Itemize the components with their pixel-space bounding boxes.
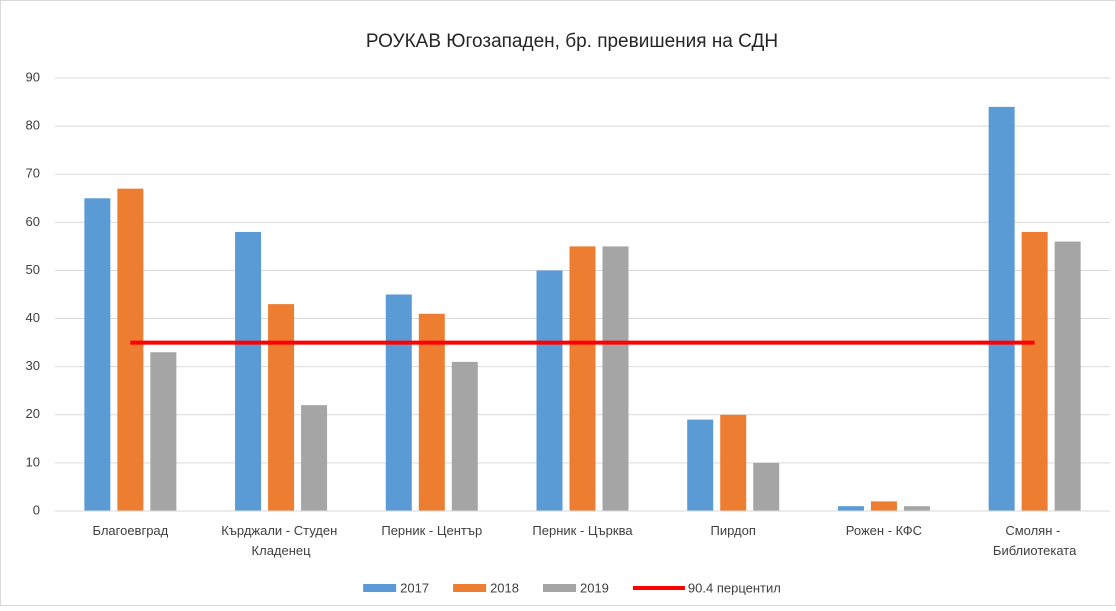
bar	[84, 198, 111, 511]
bar	[150, 352, 177, 511]
legend-label: 2017	[400, 580, 429, 595]
y-tick-label: 20	[26, 406, 40, 421]
x-tick-label: Перник - Църква	[532, 523, 633, 538]
bar	[687, 419, 714, 511]
y-tick-label: 40	[26, 310, 40, 325]
legend-swatch	[453, 584, 487, 592]
bar	[753, 462, 780, 511]
y-tick-label: 90	[26, 69, 40, 84]
legend-label: 2018	[490, 580, 519, 595]
bar	[536, 270, 563, 511]
legend-swatch	[363, 584, 397, 592]
x-tick-label: Благоевград	[92, 523, 168, 538]
x-tick-label: Смолян - Библиотеката	[993, 523, 1077, 558]
y-tick-label: 10	[26, 454, 40, 469]
bar	[903, 506, 930, 511]
bar	[451, 361, 478, 511]
bar	[870, 501, 897, 511]
y-tick-label: 50	[26, 262, 40, 277]
legend: 2017 2018 2019 90.4 перцентил	[363, 580, 781, 595]
y-tick-label: 70	[26, 166, 40, 181]
x-tick-label: Рожен - КФС	[846, 523, 922, 538]
y-tick-label: 0	[33, 502, 40, 517]
x-tick-label: Перник - Център	[381, 523, 482, 538]
bar	[988, 106, 1015, 511]
bar	[301, 405, 328, 511]
legend-label: 2019	[580, 580, 609, 595]
legend-label: 90.4 перцентил	[688, 580, 781, 595]
bar	[1021, 231, 1048, 511]
y-tick-label: 30	[26, 358, 40, 373]
bar	[268, 304, 295, 511]
x-tick-label: Пирдоп	[711, 523, 756, 538]
chart-title: РОУКАВ Югозападен, бр. превишения на СДН	[366, 31, 778, 52]
bar	[235, 231, 262, 511]
bar	[1054, 241, 1081, 512]
bar	[117, 188, 144, 511]
y-tick-label: 80	[26, 118, 40, 133]
bar	[602, 246, 629, 511]
bar	[837, 506, 864, 511]
y-tick-label: 60	[26, 214, 40, 229]
x-tick-label: Кърджали - Студен Кладенец	[221, 523, 341, 558]
bar	[720, 414, 747, 511]
legend-swatch	[542, 584, 576, 592]
bar	[569, 246, 596, 511]
bar	[385, 294, 412, 511]
bar	[418, 313, 445, 511]
